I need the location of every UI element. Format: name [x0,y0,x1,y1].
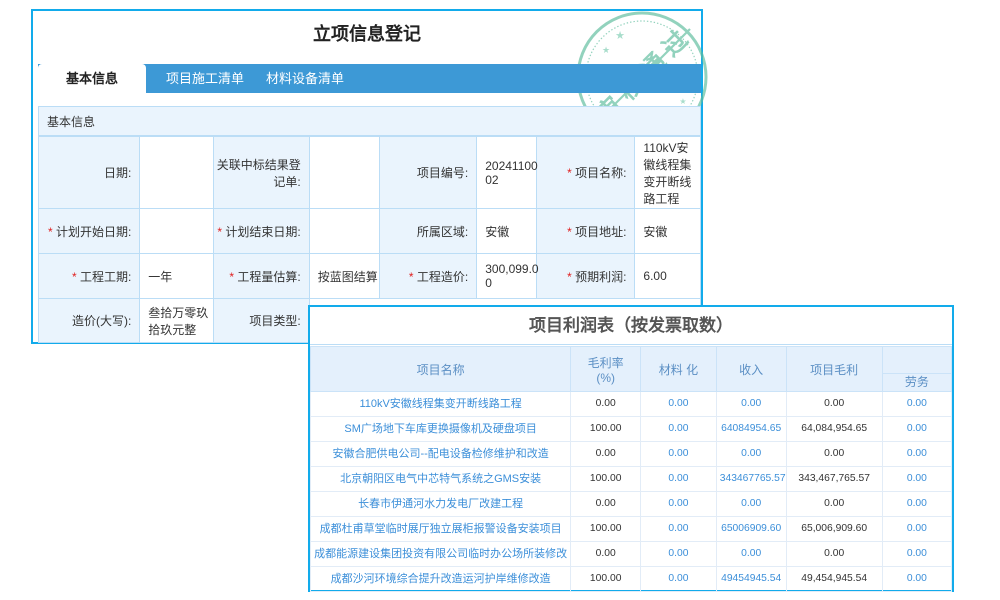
svg-text:★: ★ [602,45,610,55]
svg-text:★: ★ [679,97,686,106]
